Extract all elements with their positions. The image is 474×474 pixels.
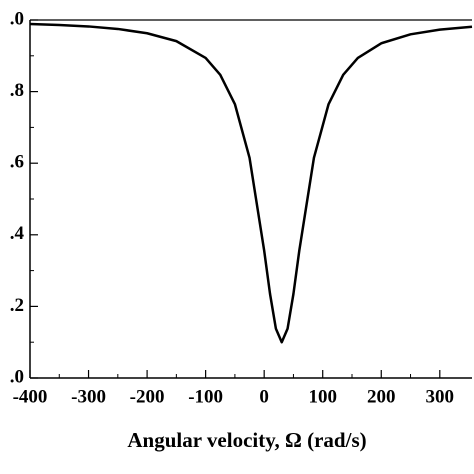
x-tick-label: 200 [367, 386, 396, 407]
y-tick-label: .0 [10, 8, 24, 29]
x-axis-title: Angular velocity, Ω (rad/s) [127, 428, 366, 452]
x-tick-label: -400 [13, 386, 48, 407]
line-series [29, 22, 473, 344]
x-tick-label: 300 [426, 386, 455, 407]
x-tick-label: -200 [130, 386, 165, 407]
y-tick-label: .2 [10, 295, 24, 316]
y-tick-label: .4 [10, 223, 25, 244]
x-tick-label: 0 [259, 386, 269, 407]
y-tick-label: .0 [10, 366, 24, 387]
x-tick-label: -300 [71, 386, 106, 407]
y-tick-label: .8 [10, 80, 24, 101]
x-tick-label: 100 [308, 386, 337, 407]
y-tick-label: .6 [10, 152, 24, 173]
x-tick-label: -100 [188, 386, 223, 407]
